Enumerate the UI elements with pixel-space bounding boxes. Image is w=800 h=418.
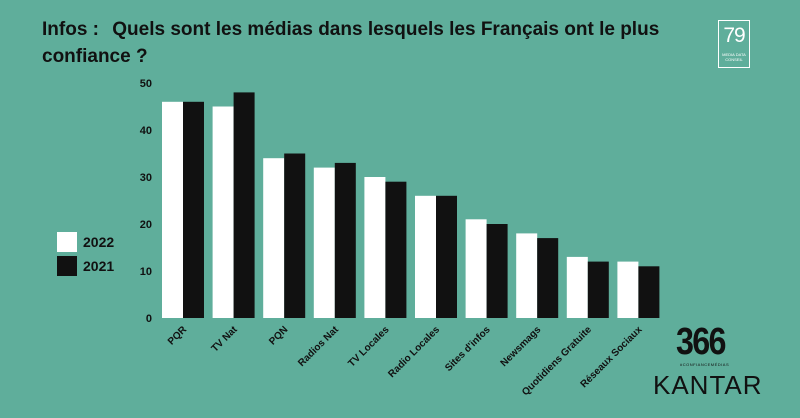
y-tick-label: 40: [140, 125, 152, 137]
bar-2022: [263, 158, 285, 318]
bar-2022: [364, 177, 386, 318]
x-tick-label: Newsmags: [499, 324, 544, 369]
logo-79-caption: MEDIA DATA CONSEIL: [722, 52, 746, 62]
title-text: Quels sont les médias dans lesquels les …: [42, 19, 660, 67]
logo-366: 366: [676, 321, 727, 363]
x-tick-label: PQN: [267, 324, 290, 347]
legend-item-2022: 2022: [57, 231, 114, 253]
logo-366-tagline: #CONFIANCEMÉDIAS: [680, 362, 730, 367]
bar-2022: [516, 233, 538, 318]
legend-item-2021: 2021: [57, 255, 114, 277]
x-tick-label: Sites d'infos: [443, 324, 493, 374]
bar-2021: [486, 224, 508, 318]
bar-2021: [233, 92, 255, 319]
media-data-conseil-logo: 79 MEDIA DATA CONSEIL: [718, 20, 750, 68]
logo-79-number: 79: [723, 24, 745, 47]
bar-2021: [183, 101, 204, 318]
bar-2022: [162, 101, 183, 318]
legend-swatch-2022: [57, 232, 77, 252]
x-tick-label: PQR: [166, 324, 190, 348]
x-tick-label: Radio Locales: [386, 324, 442, 380]
bar-2022: [465, 219, 487, 318]
bar-2021: [385, 181, 407, 318]
bar-2021: [638, 266, 660, 318]
x-tick-label: TV Nat: [210, 324, 241, 355]
legend-swatch-2021: [57, 256, 77, 276]
bar-2022: [566, 256, 588, 318]
y-tick-label: 20: [140, 219, 152, 231]
bar-2021: [537, 238, 559, 318]
chart-legend: 2022 2021: [57, 231, 114, 279]
bar-2021: [587, 261, 609, 318]
y-tick-label: 10: [140, 266, 152, 278]
title-prefix: Infos :: [42, 19, 99, 40]
bar-2021: [334, 162, 356, 318]
x-tick-label: TV Locales: [346, 324, 391, 369]
legend-label-2022: 2022: [83, 234, 115, 250]
chart-title: Infos : Quels sont les médias dans lesqu…: [42, 16, 722, 70]
y-tick-label: 0: [146, 313, 152, 325]
kantar-logo: KANTAR: [653, 370, 763, 400]
bar-2021: [436, 195, 457, 318]
bar-2022: [415, 195, 436, 318]
bar-2021: [284, 153, 306, 318]
bar-2022: [212, 106, 234, 318]
x-tick-label: Radios Nat: [296, 324, 341, 369]
y-tick-label: 30: [140, 172, 152, 184]
y-tick-label: 50: [140, 78, 152, 90]
bar-2022: [313, 167, 335, 318]
bar-2022: [617, 261, 639, 318]
legend-label-2021: 2021: [83, 258, 115, 274]
